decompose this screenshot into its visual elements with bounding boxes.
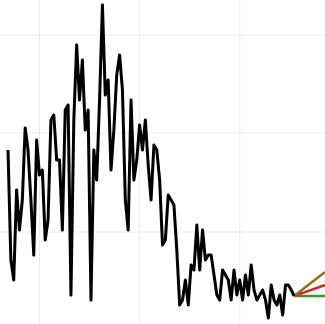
- forecast-line: [293, 283, 325, 298]
- forecast-line: [293, 271, 325, 297]
- history-line: [6, 3, 296, 320]
